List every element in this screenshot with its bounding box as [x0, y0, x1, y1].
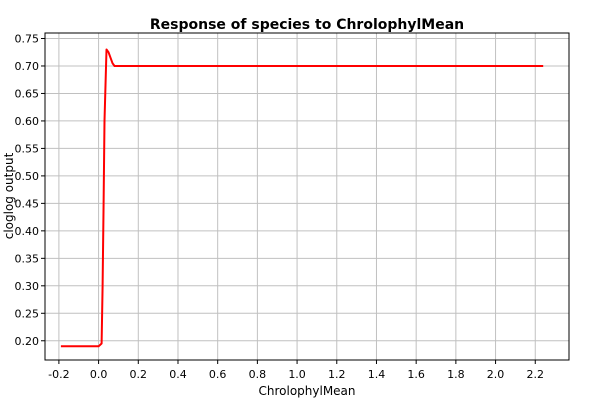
y-tick-label: 0.35: [15, 252, 40, 265]
y-tick-label: 0.45: [15, 197, 40, 210]
x-tick-label: 1.2: [328, 368, 346, 381]
y-axis-label: cloglog output: [2, 152, 16, 239]
x-axis-label: ChrolophylMean: [258, 384, 355, 398]
plot-area-frame: [44, 32, 570, 361]
axis-ticks: -0.2 0.0 0.2 0.4 0.6 0.8 1.0 1.2 1.4 1.6 1.8 2.0 2.2…: [15, 32, 545, 381]
y-tick-label: 0.30: [15, 280, 40, 293]
x-tick-label: 1.4: [368, 368, 386, 381]
x-tick-label: 0.0: [90, 368, 108, 381]
series-layer: [60, 48, 544, 348]
response-curve: [60, 48, 544, 348]
x-tick-label: 2.2: [527, 368, 545, 381]
x-tick-label: -0.2: [48, 368, 69, 381]
y-tick-label: 0.20: [15, 335, 40, 348]
y-tick-label: 0.50: [15, 170, 40, 183]
grid: [45, 33, 569, 360]
x-tick-label: 1.0: [288, 368, 306, 381]
y-tick-label: 0.65: [15, 87, 40, 100]
x-tick-label: 0.6: [209, 368, 227, 381]
y-tick-label: 0.70: [15, 60, 40, 73]
x-tick-label: 1.8: [447, 368, 465, 381]
x-tick-label: 0.2: [130, 368, 148, 381]
x-tick-label: 0.4: [169, 368, 187, 381]
y-tick-label: 0.25: [15, 307, 40, 320]
y-tick-label: 0.60: [15, 115, 40, 128]
x-tick-label: 0.8: [249, 368, 267, 381]
chart-title: Response of species to ChrolophylMean: [150, 17, 464, 33]
y-tick-label: 0.40: [15, 225, 40, 238]
x-tick-label: 2.0: [487, 368, 505, 381]
y-tick-label: 0.55: [15, 142, 40, 155]
y-tick-label: 0.75: [15, 32, 40, 45]
x-tick-label: 1.6: [407, 368, 425, 381]
